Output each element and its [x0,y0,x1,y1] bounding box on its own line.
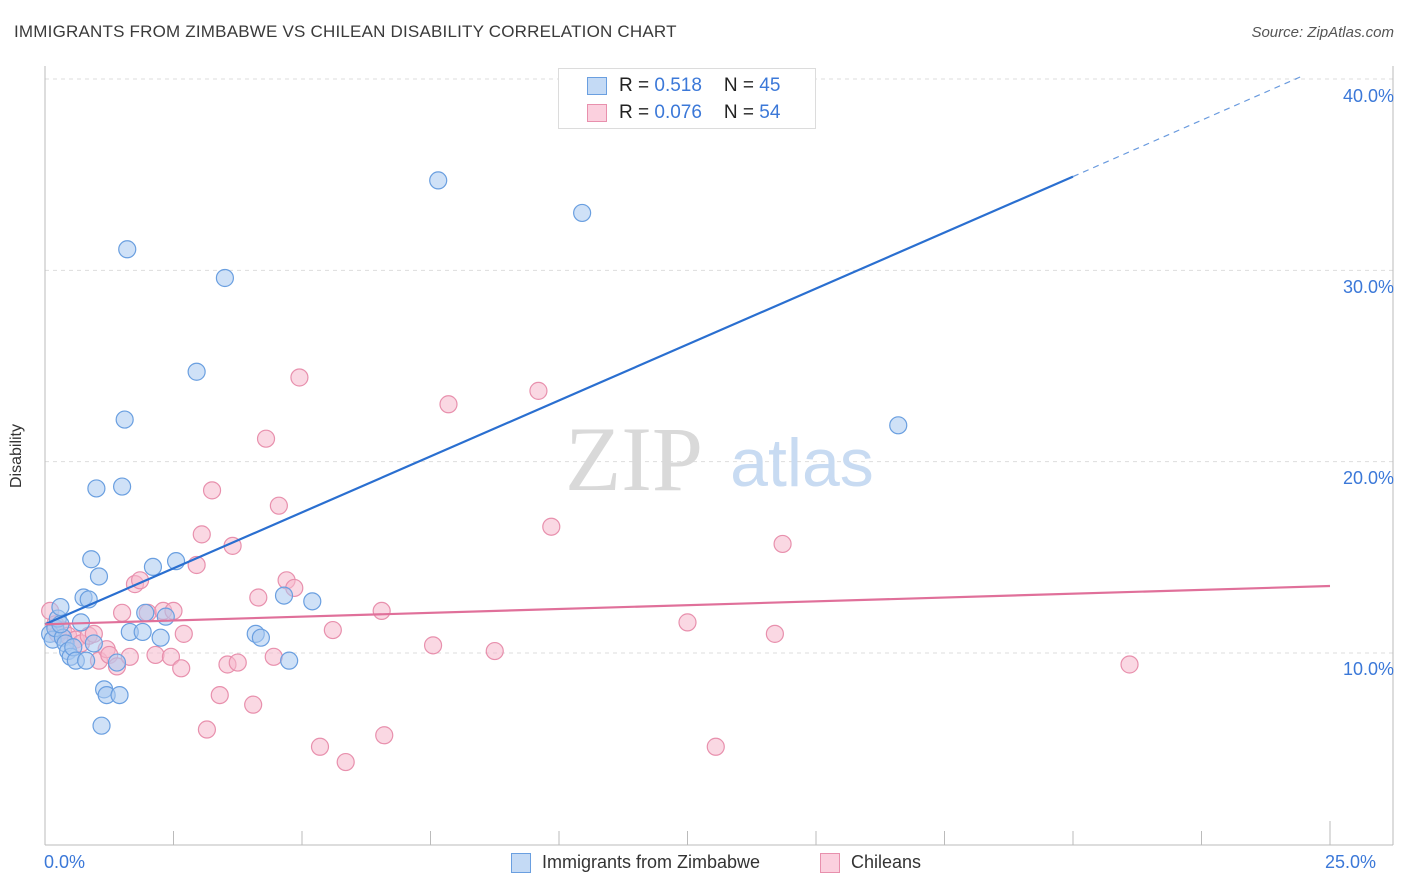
zimbabwe-point-38 [274,586,294,605]
chileans-trend-line [44,584,1331,626]
zimbabwe-trend-line [44,175,1074,626]
zimbabwe-point-32 [156,607,175,626]
trend-lines [44,74,1331,626]
zimbabwe-point-28 [133,622,152,642]
r-label: R = [619,102,655,123]
zimbabwe-point-23 [110,685,129,705]
chileans-point-50 [678,613,697,632]
zimbabwe-point-4 [51,597,70,617]
legend-text: R = 0.076 N = 54 [619,102,780,124]
x-tick-min: 0.0% [44,852,86,872]
zimbabwe-point-13 [77,651,96,670]
chileans-point-39 [290,368,309,387]
chileans-point-35 [264,647,283,666]
zimbabwe-point-19 [92,716,111,735]
chart-title: IMMIGRANTS FROM ZIMBABWE VS CHILEAN DISA… [14,22,677,41]
chileans-point-28 [210,685,229,705]
y-axis-label: Disability [8,423,25,489]
chileans-point-20 [161,647,181,666]
chileans-point-44 [375,726,394,745]
chileans-point-49 [542,517,561,536]
chileans-point-22 [172,659,191,678]
zimbabwe-point-22 [107,653,127,672]
watermark-zip: ZIP [565,408,703,510]
zimbabwe-point-16 [84,634,103,653]
r-value: 0.518 [654,75,702,96]
n-label: N = [723,102,760,123]
chileans-point-36 [269,496,288,515]
n-value: 54 [759,102,781,123]
legend-text: R = 0.518 N = 45 [619,75,780,97]
zimbabwe-points [41,171,908,735]
n-label: N = [723,75,760,96]
y-tick-10: 10.0% [1342,659,1394,679]
chileans-point-43 [372,601,391,621]
legend-swatch-blue [587,77,607,95]
zimbabwe-point-41 [429,171,448,190]
zimbabwe-point-42 [573,203,592,223]
chileans-point-18 [146,645,165,665]
r-label: R = [619,75,655,96]
source-label: Source: ZipAtlas.com [1251,24,1394,41]
chileans-point-26 [197,720,217,739]
chileans-point-47 [485,641,504,661]
chileans-point-48 [529,381,548,400]
zimbabwe-trend-extension [1072,74,1305,178]
chileans-point-42 [336,752,355,772]
zimbabwe-point-18 [89,567,109,586]
chileans-point-33 [249,588,268,607]
chileans-point-23 [174,624,193,643]
chileans-point-52 [765,624,784,643]
y-tick-20: 20.0% [1342,468,1394,488]
zimbabwe-point-39 [280,651,299,670]
chileans-point-41 [323,620,342,640]
zimbabwe-point-30 [143,557,163,577]
chileans-point-46 [439,395,458,414]
chileans-point-51 [706,737,725,756]
chileans-point-13 [112,603,132,622]
grid-lines [45,78,1393,654]
y-tick-30: 30.0% [1342,277,1394,297]
chileans-point-27 [202,481,222,500]
axes [44,66,1394,846]
zimbabwe-point-17 [87,479,106,498]
y-tick-40: 40.0% [1342,86,1394,106]
zimbabwe-point-31 [151,628,170,647]
chileans-point-54 [1120,655,1139,674]
chileans-point-34 [256,429,276,448]
chileans-point-31 [228,653,247,672]
watermark-atlas: atlas [730,425,874,501]
zimbabwe-point-37 [251,628,270,647]
zimbabwe-point-35 [215,268,234,288]
bottom-legend-swatch-pink [820,853,840,873]
zimbabwe-point-29 [136,603,155,622]
chileans-point-45 [423,636,443,655]
n-value: 45 [759,75,781,96]
zimbabwe-point-15 [82,550,101,569]
bottom-legend-label: Immigrants from Zimbabwe [542,852,761,872]
chileans-point-53 [773,534,792,554]
correlation-legend: R = 0.518 N = 45 R = 0.076 N = 54 [558,68,816,129]
zimbabwe-point-25 [115,410,134,429]
r-value: 0.076 [654,102,702,123]
zimbabwe-point-43 [889,416,908,435]
bottom-legend-swatch-blue [511,853,531,873]
watermark: ZIP atlas [565,408,874,510]
chileans-point-40 [310,737,330,756]
zimbabwe-point-40 [303,592,322,611]
bottom-legend-label: Chileans [851,852,922,872]
zimbabwe-point-24 [112,477,132,496]
x-tick-max: 25.0% [1325,852,1377,872]
chileans-point-32 [244,695,263,714]
legend-swatch-pink [587,104,607,122]
chileans-point-25 [192,525,211,544]
zimbabwe-point-26 [118,240,137,259]
zimbabwe-point-34 [187,362,206,381]
